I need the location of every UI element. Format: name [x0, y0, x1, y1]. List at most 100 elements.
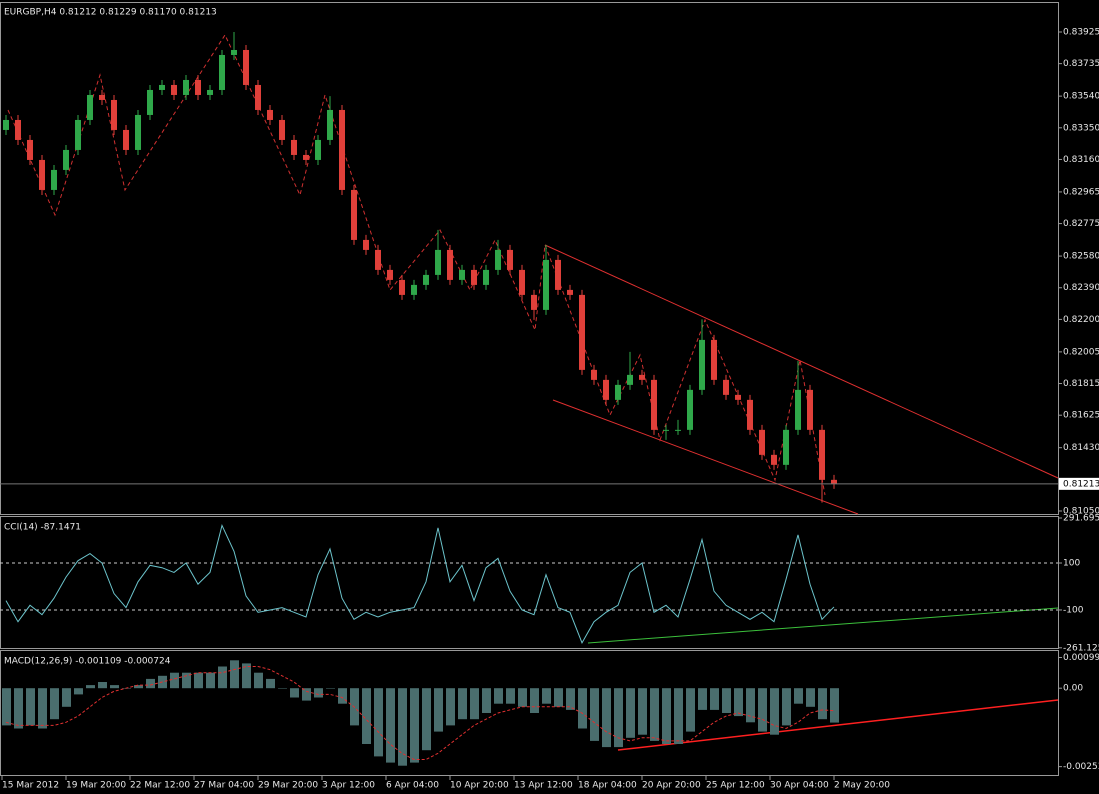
candle-body — [291, 139, 297, 155]
macd-title: MACD(12,26,9) -0.001109 -0.000724 — [4, 657, 171, 667]
y-tick-label: -100 — [1063, 605, 1084, 615]
candle-body — [579, 294, 585, 370]
macd-bar — [278, 688, 287, 689]
candle-body — [471, 269, 477, 285]
macd-bar — [374, 688, 383, 757]
y-tick-label: 0.82965 — [1063, 187, 1099, 197]
macd-bar — [506, 688, 515, 704]
x-tick-label: 13 Apr 12:00 — [514, 781, 573, 791]
macd-bar — [806, 688, 815, 707]
candle-body — [75, 119, 81, 150]
y-tick-label: 0.81625 — [1063, 411, 1099, 421]
macd-bar — [62, 688, 71, 707]
macd-bar — [518, 688, 527, 707]
zigzag — [7, 33, 826, 496]
x-tick-label: 20 Apr 20:00 — [642, 781, 701, 791]
y-tick-label: -261.125 — [1063, 643, 1099, 653]
macd-bar — [458, 688, 467, 720]
candle-body — [171, 84, 177, 95]
macd-bar — [746, 688, 755, 723]
macd-bar — [110, 685, 119, 689]
candle-body — [639, 374, 645, 380]
macd-bar — [554, 688, 563, 707]
y-tick-label: 0.83925 — [1063, 27, 1099, 37]
y-tick-label: 0.83540 — [1063, 92, 1099, 102]
candle-body — [123, 129, 129, 150]
candle-body — [159, 84, 165, 90]
macd-bar — [74, 688, 83, 695]
macd-bar — [482, 688, 491, 713]
candle-body — [675, 429, 681, 431]
candle-body — [783, 429, 789, 465]
macd-bar — [578, 688, 587, 729]
macd-bar — [494, 688, 503, 704]
macd-bar — [698, 688, 707, 710]
candle-body — [771, 454, 777, 465]
macd-bar — [830, 688, 839, 723]
candle-body — [615, 384, 621, 400]
x-tick-label: 27 Mar 04:00 — [194, 781, 254, 791]
price-title: EURGBP,H4 0.81212 0.81229 0.81170 0.8121… — [4, 8, 217, 18]
macd-bar — [722, 688, 731, 713]
candle-body — [3, 119, 9, 130]
cci-trendline — [587, 607, 1059, 644]
candle-body — [555, 259, 561, 290]
macd-bar — [614, 688, 623, 748]
macd-bar — [86, 685, 95, 689]
macd-bar — [650, 688, 659, 741]
price-panel-frame — [0, 2, 1059, 515]
macd-panel-frame — [0, 650, 1059, 776]
y-tick-label: 0.82390 — [1063, 283, 1099, 293]
macd-bar — [182, 672, 191, 689]
x-tick-label: 19 Mar 20:00 — [66, 781, 126, 791]
candle-body — [699, 339, 705, 390]
macd-bar — [98, 682, 107, 689]
candle-body — [399, 279, 405, 295]
macd-bar — [638, 688, 647, 735]
candle-body — [627, 374, 633, 385]
macd-bar — [134, 685, 143, 689]
y-tick-label: 0.83735 — [1063, 59, 1099, 69]
macd-bar — [398, 688, 407, 766]
candle-body — [51, 169, 57, 190]
x-tick-label: 18 Apr 04:00 — [578, 781, 637, 791]
y-tick-label: 0.00099 — [1063, 653, 1099, 663]
macd-bar — [266, 678, 275, 689]
candle-body — [807, 389, 813, 430]
candle-body — [15, 119, 21, 140]
candle-body — [759, 429, 765, 455]
candle-body — [663, 429, 669, 431]
y-tick-label: 0.83350 — [1063, 123, 1099, 133]
candle-body — [63, 149, 69, 170]
macd-bar — [362, 688, 371, 744]
y-tick-label: 0.82005 — [1063, 347, 1099, 357]
last-price-label: 0.81213 — [1063, 479, 1099, 489]
y-tick-label: 0.81430 — [1063, 443, 1099, 453]
macd-bar — [794, 688, 803, 704]
cci-title: CCI(14) -87.1471 — [4, 523, 81, 533]
candle-body — [207, 89, 213, 95]
candle-body — [435, 249, 441, 275]
macd-bar — [662, 688, 671, 744]
y-tick-label: 0.82200 — [1063, 315, 1099, 325]
y-tick-label: 291.6957 — [1063, 514, 1099, 524]
macd-bar — [470, 688, 479, 720]
candle-body — [315, 139, 321, 160]
y-tick-label: 0.82775 — [1063, 219, 1099, 229]
macd-bar — [50, 688, 59, 720]
macd-bar — [38, 688, 47, 729]
macd-bar — [410, 688, 419, 763]
candle-body — [111, 99, 117, 130]
candle-body — [459, 269, 465, 280]
candle-body — [543, 259, 549, 310]
candle-body — [231, 49, 237, 55]
candle-body — [303, 154, 309, 160]
macd-bar — [254, 672, 263, 689]
candle-body — [507, 249, 513, 270]
y-tick-label: 0.00 — [1063, 684, 1083, 694]
macd-bar — [422, 688, 431, 751]
last-price-box — [1059, 477, 1099, 490]
macd-bar — [2, 688, 11, 726]
candle-body — [339, 109, 345, 190]
